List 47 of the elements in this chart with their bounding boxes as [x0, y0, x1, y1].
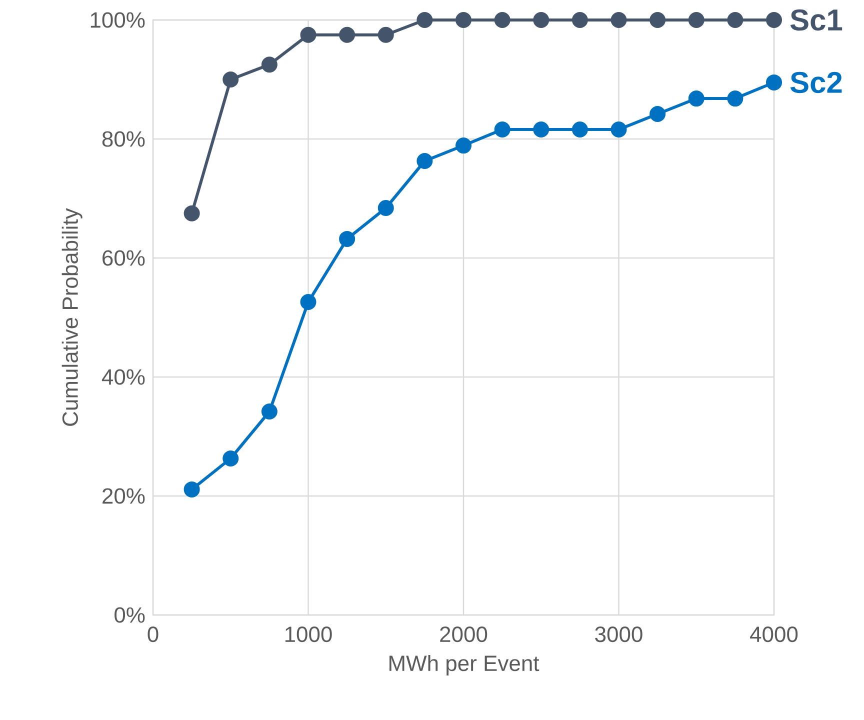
point [533, 12, 550, 28]
point [766, 12, 782, 28]
x-axis-title: MWh per Event [390, 654, 540, 676]
point [688, 90, 704, 107]
point [261, 56, 278, 73]
point [766, 74, 782, 90]
y-tick-label: 40% [102, 369, 145, 385]
x-tick-label: 0 [148, 626, 158, 642]
point [339, 230, 356, 247]
point [727, 90, 744, 107]
point [572, 121, 588, 138]
point [494, 12, 510, 28]
y-tick-label: 100% [90, 12, 145, 28]
point [533, 121, 550, 138]
point [261, 404, 278, 420]
point [650, 12, 666, 28]
point [300, 294, 316, 310]
series-label: Sc1 [790, 9, 842, 31]
y-tick-label: 20% [102, 488, 145, 504]
point [572, 12, 588, 28]
x-tick-label: 1000 [285, 626, 332, 642]
point [300, 26, 316, 43]
y-tick-label: 0% [114, 607, 145, 623]
point [727, 12, 744, 28]
x-tick-label: 4000 [750, 626, 798, 642]
series-label: Sc2 [790, 72, 842, 94]
point [184, 481, 200, 498]
y-tick-label: 60% [102, 250, 145, 266]
point [416, 153, 433, 170]
x-tick-label: 2000 [440, 626, 488, 642]
point [610, 121, 627, 138]
y-tick-label: 80% [102, 131, 145, 147]
point [378, 200, 394, 216]
point [416, 12, 433, 28]
y-axis-title: Cumulative Probability [62, 208, 82, 426]
point [456, 138, 472, 154]
point [222, 71, 239, 88]
point [688, 12, 704, 28]
point [378, 26, 394, 43]
point [610, 12, 627, 28]
point [650, 106, 666, 122]
point [456, 12, 472, 28]
x-tick-label: 3000 [595, 626, 642, 642]
point [222, 450, 239, 467]
point [339, 26, 356, 43]
point [184, 205, 200, 222]
point [494, 121, 510, 138]
